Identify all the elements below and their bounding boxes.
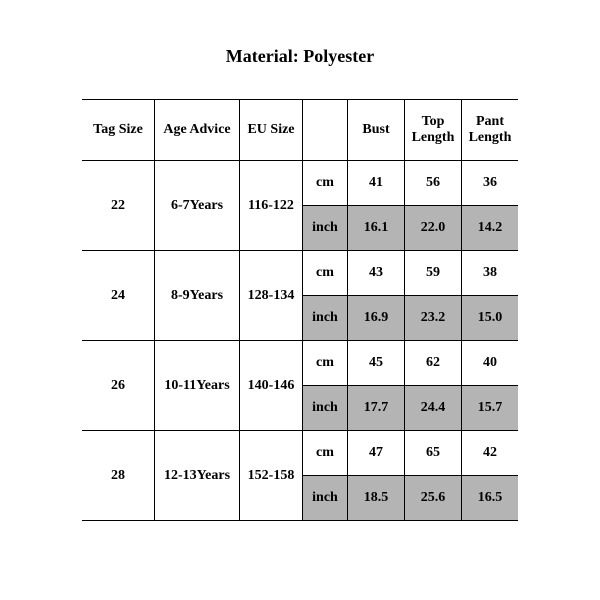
col-tag-size: Tag Size xyxy=(82,100,155,161)
cell-pant-cm: 36 xyxy=(462,161,519,206)
size-table-body: 22 6-7Years 116-122 cm 41 56 36 inch 16.… xyxy=(82,161,518,521)
cell-bust-cm: 45 xyxy=(348,341,405,386)
col-eu-size: EU Size xyxy=(240,100,303,161)
cell-bust-cm: 47 xyxy=(348,431,405,476)
table-row: 24 8-9Years 128-134 cm 43 59 38 xyxy=(82,251,518,296)
header-row: Tag Size Age Advice EU Size Bust Top Len… xyxy=(82,100,518,161)
cell-bust-inch: 16.1 xyxy=(348,206,405,251)
cell-bust-inch: 18.5 xyxy=(348,476,405,521)
col-pant-length: Pant Length xyxy=(462,100,519,161)
cell-eu: 152-158 xyxy=(240,431,303,521)
cell-eu: 128-134 xyxy=(240,251,303,341)
cell-eu: 116-122 xyxy=(240,161,303,251)
table-row: 26 10-11Years 140-146 cm 45 62 40 xyxy=(82,341,518,386)
cell-unit-cm: cm xyxy=(303,431,348,476)
cell-age: 10-11Years xyxy=(155,341,240,431)
cell-unit-inch: inch xyxy=(303,476,348,521)
cell-eu: 140-146 xyxy=(240,341,303,431)
page-title: Material: Polyester xyxy=(20,46,580,67)
cell-unit-cm: cm xyxy=(303,251,348,296)
cell-unit-cm: cm xyxy=(303,161,348,206)
cell-pant-cm: 42 xyxy=(462,431,519,476)
cell-bust-inch: 17.7 xyxy=(348,386,405,431)
cell-top-cm: 59 xyxy=(405,251,462,296)
cell-tag: 24 xyxy=(82,251,155,341)
cell-top-inch: 23.2 xyxy=(405,296,462,341)
cell-top-cm: 62 xyxy=(405,341,462,386)
cell-age: 12-13Years xyxy=(155,431,240,521)
cell-tag: 28 xyxy=(82,431,155,521)
cell-pant-inch: 16.5 xyxy=(462,476,519,521)
col-age-advice: Age Advice xyxy=(155,100,240,161)
cell-unit-inch: inch xyxy=(303,296,348,341)
cell-pant-inch: 15.7 xyxy=(462,386,519,431)
cell-pant-inch: 14.2 xyxy=(462,206,519,251)
cell-bust-cm: 43 xyxy=(348,251,405,296)
cell-bust-cm: 41 xyxy=(348,161,405,206)
table-row: 28 12-13Years 152-158 cm 47 65 42 xyxy=(82,431,518,476)
cell-top-inch: 25.6 xyxy=(405,476,462,521)
cell-tag: 26 xyxy=(82,341,155,431)
col-top-length: Top Length xyxy=(405,100,462,161)
cell-unit-cm: cm xyxy=(303,341,348,386)
table-row: 22 6-7Years 116-122 cm 41 56 36 xyxy=(82,161,518,206)
cell-pant-inch: 15.0 xyxy=(462,296,519,341)
cell-age: 8-9Years xyxy=(155,251,240,341)
cell-top-cm: 65 xyxy=(405,431,462,476)
cell-top-inch: 24.4 xyxy=(405,386,462,431)
cell-tag: 22 xyxy=(82,161,155,251)
cell-pant-cm: 38 xyxy=(462,251,519,296)
cell-unit-inch: inch xyxy=(303,386,348,431)
col-unit xyxy=(303,100,348,161)
col-bust: Bust xyxy=(348,100,405,161)
size-table: Tag Size Age Advice EU Size Bust Top Len… xyxy=(82,99,518,521)
cell-top-cm: 56 xyxy=(405,161,462,206)
cell-unit-inch: inch xyxy=(303,206,348,251)
cell-age: 6-7Years xyxy=(155,161,240,251)
cell-pant-cm: 40 xyxy=(462,341,519,386)
cell-top-inch: 22.0 xyxy=(405,206,462,251)
cell-bust-inch: 16.9 xyxy=(348,296,405,341)
